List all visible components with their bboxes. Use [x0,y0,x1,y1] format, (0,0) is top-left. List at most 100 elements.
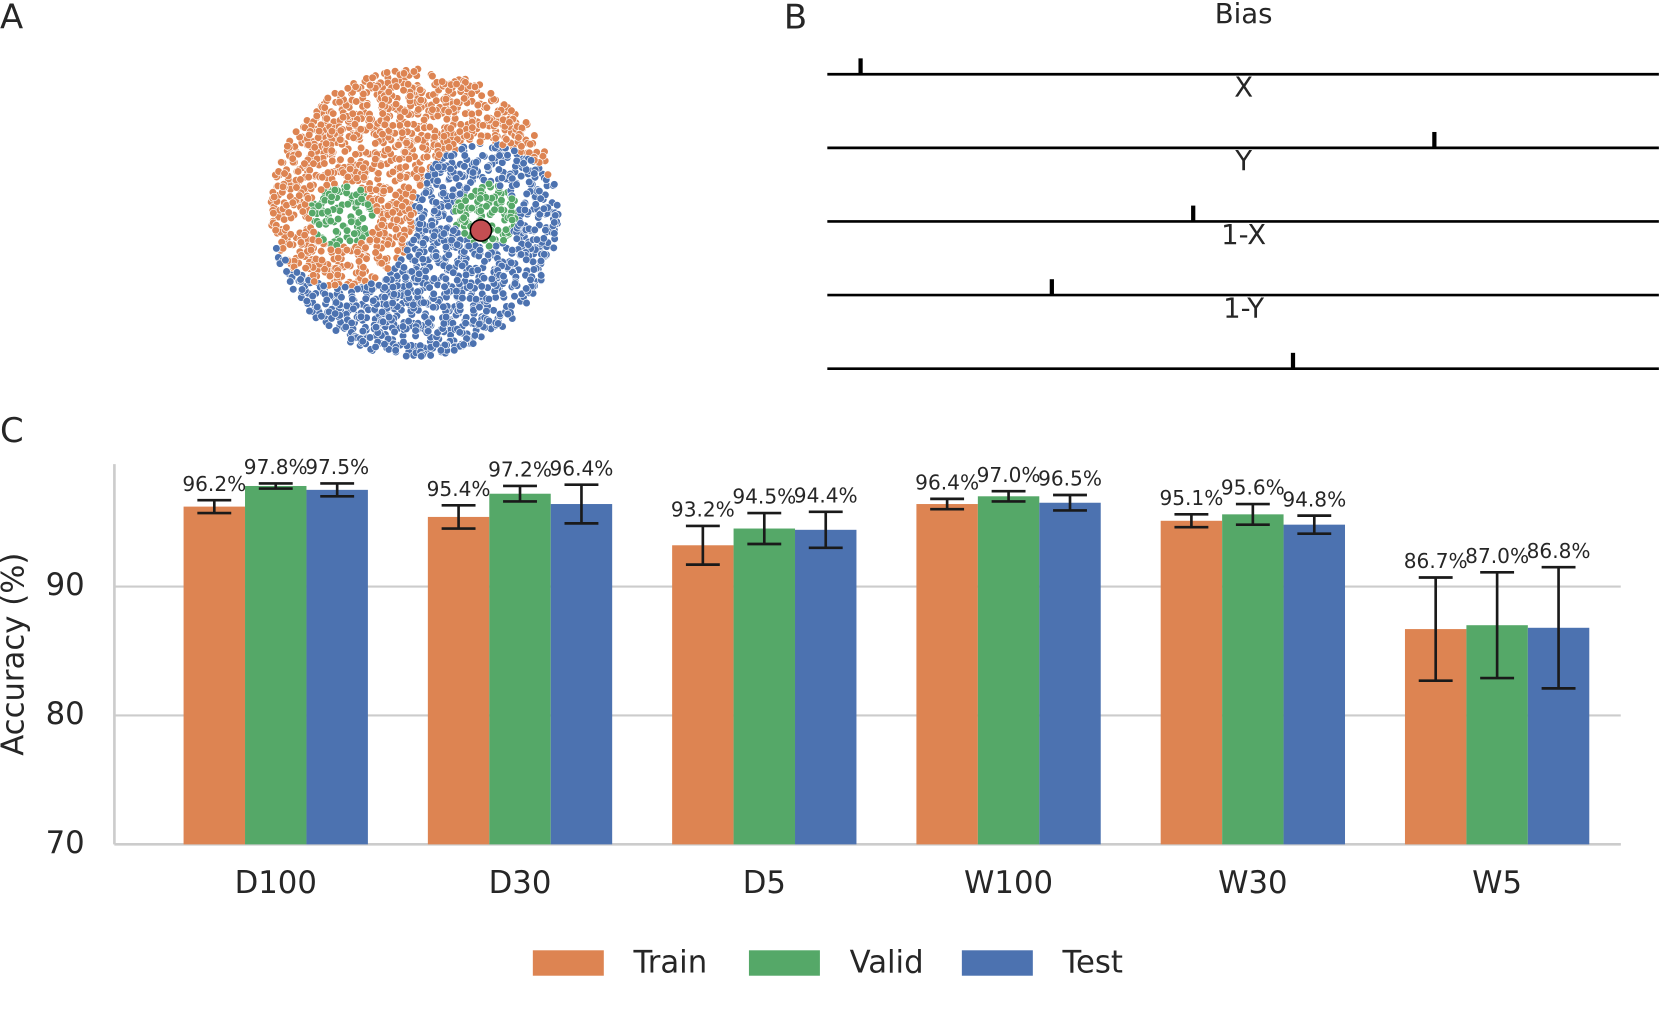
scatter-point [378,100,387,110]
scatter-point [536,256,546,266]
scatter-point [371,342,380,352]
scatter-point [333,270,342,279]
scatter-point [479,273,489,283]
scatter-point [469,339,478,348]
scatter-point [342,226,352,235]
scatter-point [383,145,393,154]
value-label: 94.5% [732,485,796,509]
scatter-point [358,326,368,336]
scatter-point [468,168,478,177]
scatter-point [277,158,286,167]
scatter-point [499,272,508,281]
scatter-point [351,82,360,91]
value-label: 86.7% [1404,549,1468,573]
scatter-point [473,265,482,275]
scatter-point [388,167,398,177]
scatter-point [409,67,419,76]
scatter-point [551,211,560,220]
scatter-point [296,175,305,184]
scatter-point [308,208,317,218]
error-bar [320,482,355,498]
scatter-point [284,208,293,217]
scatter-point [286,277,295,286]
scatter-point [382,275,391,284]
scatter-point [295,191,304,200]
scatter-point [371,154,380,164]
scatter-point [477,91,486,100]
error-bar [808,510,843,550]
scatter-point [362,254,371,263]
y-tick-label: 80 [46,696,85,732]
scatter-point [404,317,413,326]
scatter-point [466,178,475,187]
scatter-point [540,250,549,259]
error-bar [930,497,965,511]
scatter-point [282,267,291,276]
value-label: 96.5% [1038,467,1102,491]
scatter-point [439,302,448,312]
scatter-point [353,247,362,257]
scatter-point [427,221,437,230]
scatter-point [522,298,531,308]
scatter-point [392,82,401,91]
scatter-point [423,131,432,141]
scatter-point [403,119,412,129]
scatter-point [459,340,468,349]
scatter-point [349,133,358,142]
scatter-point [402,138,411,147]
scatter-point [283,142,292,151]
scatter-point [491,241,501,251]
scatter-point [439,229,449,238]
scatter-point [354,257,364,266]
scatter-point [467,142,477,151]
scatter-point [458,261,467,270]
scatter-point [491,134,500,143]
scatter-point [419,115,429,124]
error-bar [1174,513,1209,529]
scatter-point [382,68,392,77]
scatter-point [345,164,355,174]
scatter-point [510,292,519,301]
scatter-point [503,309,512,319]
scatter-point [335,97,344,107]
scatter-point [497,173,507,183]
scatter-point [391,225,401,234]
scatter-point [525,177,534,187]
scatter-point [328,156,337,166]
scatter-point [438,77,447,86]
scatter-point [343,172,353,182]
scatter-point [473,100,482,110]
scatter-point [379,186,388,196]
scatter-point [308,291,317,301]
scatter-point [447,236,456,245]
scatter-point [348,295,357,304]
scatter-point [487,154,497,163]
scatter-point [388,208,397,217]
scatter-point [444,107,453,116]
scatter-point [365,81,375,90]
scatter-point [310,143,319,152]
legend-swatch [961,950,1033,976]
scatter-point [348,109,357,118]
scatter-point [323,168,333,177]
scatter-point [315,127,324,136]
scatter-point [322,295,331,305]
scatter-point [439,132,449,141]
scatter-point [398,128,407,137]
strip-tick [858,58,863,75]
scatter-point [482,202,491,211]
scatter-point [336,135,345,144]
scatter-point [434,162,443,172]
scatter-point [471,295,481,304]
scatter-point [340,147,350,156]
scatter-point [280,215,289,224]
scatter-point [460,162,469,171]
scatter-point [493,109,502,119]
scatter-point [314,201,323,210]
value-label: 94.4% [794,483,858,507]
scatter-point [322,139,331,148]
scatter-point [291,127,301,136]
scatter-point [325,271,335,281]
scatter-point [358,214,367,223]
